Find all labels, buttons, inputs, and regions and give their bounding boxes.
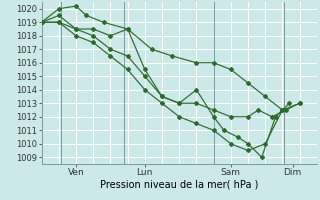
X-axis label: Pression niveau de la mer( hPa ): Pression niveau de la mer( hPa )	[100, 180, 258, 190]
